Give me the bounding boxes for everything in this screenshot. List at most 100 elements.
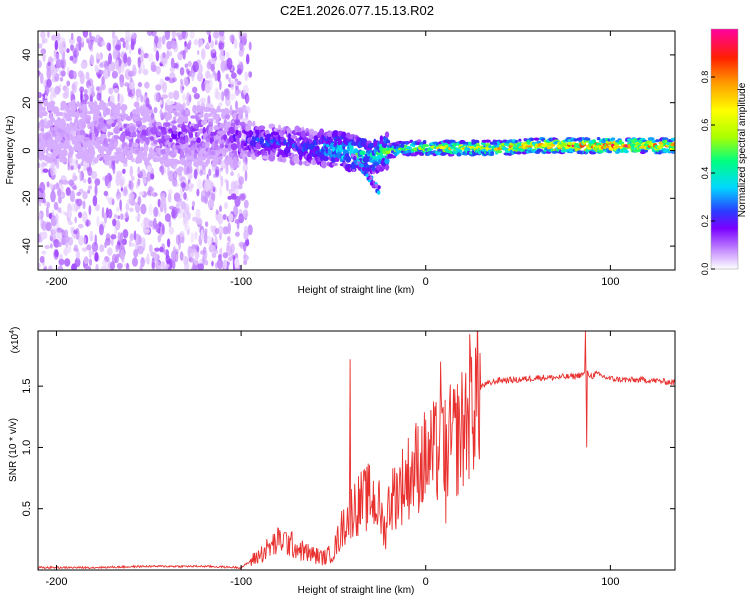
spectrogram-noise-cell [80,90,83,103]
spectrogram-noise-cell [182,93,186,102]
spectrogram-noise-cell [112,218,117,227]
spectrogram-noise-cell [118,66,122,75]
spectrogram-noise-cell [41,231,48,240]
spectrogram-y-ticks: 40 20 0 -20 -40 [21,49,675,254]
spectrogram-ridge-cell [52,141,58,146]
spectrogram-ridge-cell [96,104,102,111]
spectrogram-ridge-cell [188,132,194,139]
spectrogram-noise-cell [228,188,233,195]
spectrogram-noise-cell [57,231,63,242]
spectrogram-ridge-cell [602,138,606,142]
spectrogram-ridge-cell [573,138,578,142]
spectrogram-ridge-cell [237,130,242,139]
spectrogram-ridge-cell [258,125,266,131]
spectrogram-noise-cell [95,263,99,270]
spectrogram-noise-cell [239,33,243,44]
spectrogram-noise-cell [225,51,230,59]
spectrogram-ridge-cell [193,123,200,130]
snr-y-ticks: 1.5 1.0 0.5 [21,379,675,516]
snr-series-line [38,331,675,570]
spectrogram-noise-cell [163,249,170,255]
spectrogram-noise-cell [187,60,192,67]
spectrogram-ridge-cell [91,131,96,140]
spectrogram-noise-cell [245,53,250,65]
spectrogram-noise-cell [167,165,170,176]
spectrogram-noise-cell [137,166,140,175]
spectrogram-ridge-cell [81,154,86,162]
spectrogram-noise-cell [128,192,135,201]
spectrogram-noise-cell [76,198,83,207]
spectrogram-ridge-cell [530,137,535,141]
spectrogram-ridge-cell [422,141,427,145]
spectrogram-noise-cell [65,187,71,196]
spectrogram-noise-cell [177,210,184,219]
spectrogram-noise-cell [153,106,158,114]
spectrogram-tail-cell [377,185,381,190]
spectrogram-ridge-cell [145,157,150,165]
spectrogram-noise-cell [242,84,249,96]
spectrogram-ridge-cell [121,104,128,111]
spectrogram-noise-cell [127,92,134,98]
spectrogram-ridge-cell [137,117,143,121]
spectrogram-ridge-cell [197,160,205,166]
spectrogram-ridge-cell [589,151,597,155]
spectrogram-noise-cell [188,182,192,188]
spectrogram-ridge-cell [659,144,665,148]
spectrogram-noise-cell [135,88,142,98]
spectrogram-noise-cell [54,40,58,51]
spectrogram-noise-cell [73,184,78,191]
spectrogram-noise-cell [121,238,127,246]
spectrogram-ridge-cell [667,150,672,154]
spectrogram-noise-cell [68,220,73,226]
spectrogram-noise-cell [79,171,82,182]
spectrogram-noise-cell [146,31,153,37]
spectrogram-noise-cell [222,226,229,235]
spectrogram-noise-cell [208,34,212,44]
spectrogram-noise-cell [41,250,47,255]
spectrogram-tail-cell [352,156,356,160]
spectrogram-noise-cell [242,163,248,172]
spectrogram-noise-cell [235,100,238,110]
spectrogram-ridge-cell [385,164,389,171]
spectrogram-noise-cell [140,257,145,268]
spectrogram-noise-cell [203,232,208,244]
spectrogram-noise-cell [155,261,162,270]
spectrogram-ridge-cell [162,155,169,161]
spectrogram-ridge-cell [484,139,491,143]
spectrogram-noise-cell [72,71,77,80]
spectrogram-ridge-cell [405,141,409,145]
spectrogram-ridge-cell [135,148,140,154]
spectrogram-ridge-cell [58,142,64,150]
spectrogram-ridge-cell [95,110,101,115]
spectrogram-noise-cell [145,97,150,108]
spectrogram-noise-cell [189,70,196,78]
spectrogram-ridge-cell [43,110,47,114]
spectrogram-noise-cell [230,171,235,177]
spectrogram-ridge-cell [619,139,623,143]
spectrogram-noise-cell [137,245,144,255]
spectrogram-noise-cell [110,234,117,240]
spectrogram-noise-cell [153,45,158,53]
spectrogram-noise-cell [130,242,136,247]
spectrogram-noise-cell [154,247,160,252]
spectrogram-noise-cell [140,222,145,228]
spectrogram-noise-cell [196,178,203,190]
spectrogram-noise-cell [234,195,241,207]
spectrogram-ridge-cell [231,150,237,154]
spectrogram-ridge-cell [237,141,240,146]
spectrogram-noise-cell [83,236,87,245]
spectrogram-ridge-cell [41,106,46,112]
spectrogram-ridge-cell [499,140,503,144]
spectrogram-ridge-cell [252,120,256,128]
spectrogram-ridge-cell [394,153,398,157]
spectrogram-noise-cell [67,245,72,254]
spectrogram-tail-cell [369,181,374,186]
spectrogram-noise-cell [131,32,136,40]
spectrogram-ridge-cell [160,148,166,155]
spectrogram-noise-cell [206,42,210,49]
spectrogram-noise-cell [50,62,55,71]
spectrogram-tail-cell [374,183,378,188]
spectrogram-noise-cell [140,94,144,103]
spectrogram-ridge-cell [132,131,137,138]
spectrogram-noise-cell [183,215,187,225]
